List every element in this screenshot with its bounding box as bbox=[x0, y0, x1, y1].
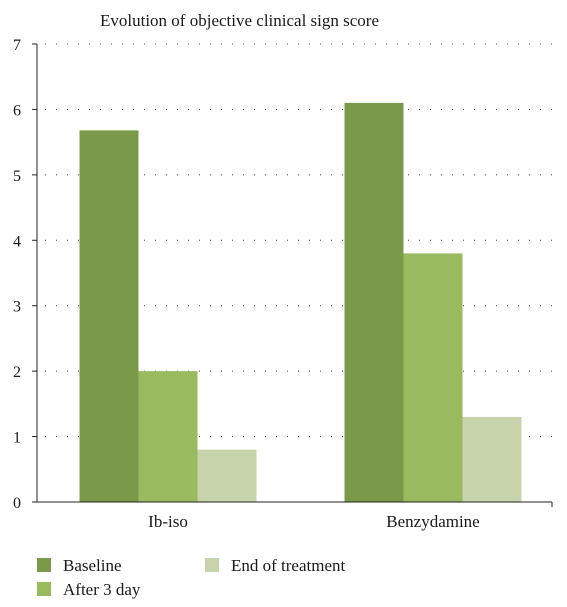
y-tick-label-0: 0 bbox=[13, 495, 21, 512]
x-axis-ticks: Ib-iso Benzydamine bbox=[148, 512, 480, 531]
y-tick-label-1: 1 bbox=[13, 430, 21, 447]
axes bbox=[36, 44, 553, 507]
x-tick-label-benzydamine: Benzydamine bbox=[386, 512, 479, 531]
legend-swatch-after-3-day bbox=[37, 582, 51, 596]
bars bbox=[79, 102, 522, 502]
chart-title: Evolution of objective clinical sign sco… bbox=[100, 11, 379, 30]
y-tick-label-6: 6 bbox=[13, 102, 21, 119]
gridlines bbox=[45, 43, 552, 438]
legend: Baseline After 3 day End of treatment bbox=[37, 556, 346, 599]
y-tick-label-2: 2 bbox=[13, 364, 21, 381]
y-tick-label-7: 7 bbox=[13, 37, 21, 54]
x-tick-label-ib-iso: Ib-iso bbox=[148, 512, 188, 531]
legend-swatch-end-of-treatment bbox=[205, 558, 219, 572]
legend-label-after-3-day: After 3 day bbox=[63, 580, 141, 599]
bar-ib-iso-baseline bbox=[79, 130, 139, 502]
y-tick-label-4: 4 bbox=[13, 233, 21, 250]
bar-benzydamine-baseline bbox=[344, 102, 404, 502]
bar-benzydamine-after-3-day bbox=[403, 253, 463, 502]
bar-ib-iso-end-of-treatment bbox=[197, 449, 257, 502]
y-tick-label-5: 5 bbox=[13, 168, 21, 185]
y-tick-label-3: 3 bbox=[13, 299, 21, 316]
legend-label-baseline: Baseline bbox=[63, 556, 122, 575]
y-axis-ticks: 0 1 2 3 4 5 6 7 bbox=[13, 37, 37, 512]
legend-swatch-baseline bbox=[37, 558, 51, 572]
legend-label-end-of-treatment: End of treatment bbox=[231, 556, 346, 575]
bar-ib-iso-after-3-day bbox=[138, 371, 198, 502]
bar-benzydamine-end-of-treatment bbox=[462, 416, 522, 502]
